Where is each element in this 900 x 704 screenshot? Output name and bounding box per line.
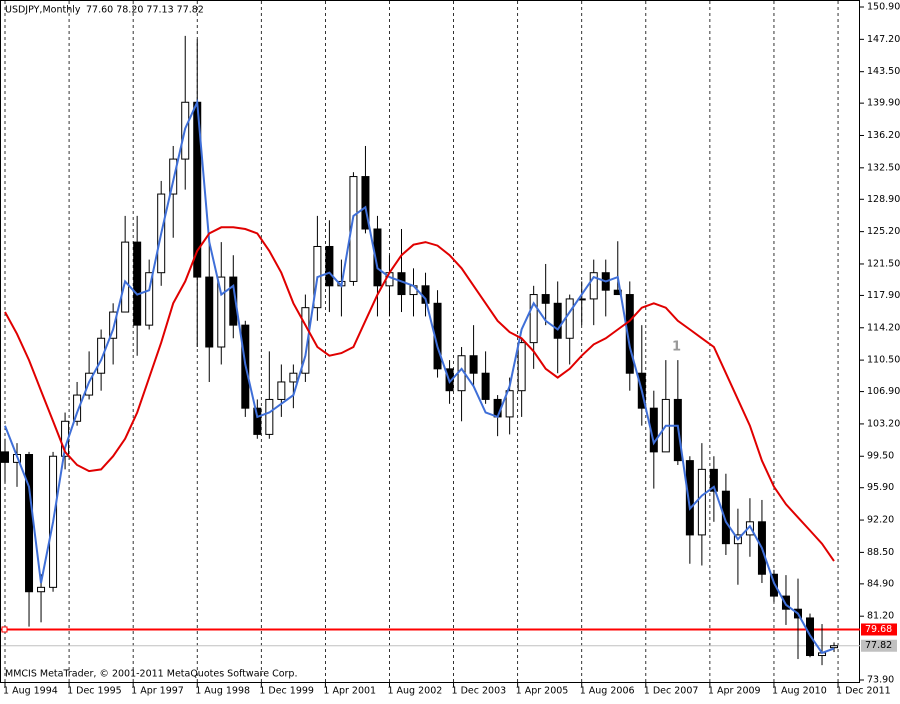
candle-body xyxy=(529,294,538,344)
candle-body xyxy=(697,468,706,536)
candle-body xyxy=(133,241,142,326)
x-tick-label: 1 Aug 2006 xyxy=(580,686,635,697)
candle-body xyxy=(121,241,130,313)
candle-body xyxy=(721,490,730,545)
candle-body xyxy=(830,645,839,649)
y-tick-label: 110.50 xyxy=(867,355,900,366)
x-tick-label: 1 Dec 2011 xyxy=(836,686,891,697)
candle-body xyxy=(97,337,106,374)
y-tick-label: 114.20 xyxy=(867,322,900,333)
y-tick-label: 143.50 xyxy=(867,66,900,77)
candle-body xyxy=(229,276,238,326)
candle-body xyxy=(553,302,562,339)
y-tick-label: 95.90 xyxy=(867,482,894,493)
candle-body xyxy=(1,451,9,463)
y-tick-label: 106.90 xyxy=(867,386,900,397)
price-label: 77.82 xyxy=(865,640,892,651)
candle-body xyxy=(253,407,262,435)
candle-body xyxy=(565,298,574,339)
moving-average xyxy=(4,98,835,655)
x-tick-label: 1 Aug 2002 xyxy=(387,686,442,697)
y-tick-label: 88.50 xyxy=(867,547,894,558)
y-tick-label: 117.90 xyxy=(867,290,900,301)
line-anchor xyxy=(1,626,8,633)
candle-body xyxy=(217,276,226,348)
x-tick-label: 1 Aug 1994 xyxy=(3,686,58,697)
candle-body xyxy=(541,294,550,304)
candle-body xyxy=(685,460,694,536)
candle-body xyxy=(265,398,274,435)
candle-body xyxy=(73,394,82,422)
x-tick-label: 1 Apr 2009 xyxy=(708,686,761,697)
x-tick-label: 1 Dec 2003 xyxy=(452,686,507,697)
candle-body xyxy=(769,573,778,597)
y-tick-label: 139.90 xyxy=(867,98,900,109)
price-label-box xyxy=(861,639,897,652)
candle-body xyxy=(517,342,526,392)
candle-body xyxy=(781,595,790,610)
symbol: USDJPY,Monthly xyxy=(5,5,81,16)
y-tick-label: 147.20 xyxy=(867,34,900,45)
y-tick-label: 81.20 xyxy=(867,611,894,622)
x-tick-label: 1 Aug 2010 xyxy=(772,686,827,697)
y-tick-label: 121.50 xyxy=(867,258,900,269)
candle-body xyxy=(745,521,754,536)
candle-body xyxy=(361,176,370,230)
candle-body xyxy=(205,276,214,348)
y-tick-label: 103.20 xyxy=(867,418,900,429)
candle-body xyxy=(37,586,46,593)
candle-body xyxy=(25,454,34,593)
candle-body xyxy=(301,307,310,374)
y-tick-label: 132.50 xyxy=(867,162,900,173)
candle-body xyxy=(277,381,286,400)
candle-body xyxy=(109,311,118,339)
y-tick-label: 150.90 xyxy=(867,2,900,13)
y-tick-label: 136.20 xyxy=(867,130,900,141)
candle-body xyxy=(469,355,478,374)
candle-body xyxy=(481,372,490,400)
x-tick-label: 1 Dec 2007 xyxy=(644,686,699,697)
x-tick-label: 1 Aug 1998 xyxy=(195,686,250,697)
hline-label: 79.68 xyxy=(865,624,892,635)
x-tick-label: 1 Apr 1997 xyxy=(131,686,184,697)
y-tick-label: 128.90 xyxy=(867,194,900,205)
annotation: 1 xyxy=(672,340,681,355)
candle-body xyxy=(589,272,598,300)
y-tick-label: 99.50 xyxy=(867,451,894,462)
x-tick-label: 1 Apr 2001 xyxy=(323,686,376,697)
y-tick-label: 125.20 xyxy=(867,226,900,237)
y-tick-label: 73.90 xyxy=(867,675,894,686)
footer: MMCIS MetaTrader, © 2001-2011 MetaQuotes… xyxy=(5,669,297,680)
header-ohlc: 77.60 78.20 77.13 77.82 xyxy=(86,5,204,16)
candle-body xyxy=(505,390,514,418)
candle-body xyxy=(709,468,718,492)
x-tick-label: 1 Apr 2005 xyxy=(516,686,569,697)
moving-average xyxy=(4,226,835,562)
y-tick-label: 84.90 xyxy=(867,578,894,589)
candle-body xyxy=(145,272,154,326)
candle-body xyxy=(289,372,298,383)
candle-body xyxy=(373,228,382,287)
hline-label-box xyxy=(861,623,897,636)
y-tick-label: 92.20 xyxy=(867,515,894,526)
plot-frame xyxy=(0,0,860,683)
candle-body xyxy=(397,272,406,296)
x-tick-label: 1 Dec 1995 xyxy=(67,686,122,697)
candle-body xyxy=(349,176,358,282)
candle-body xyxy=(325,245,334,287)
x-tick-label: 1 Dec 1999 xyxy=(259,686,314,697)
candle-body xyxy=(625,294,634,374)
